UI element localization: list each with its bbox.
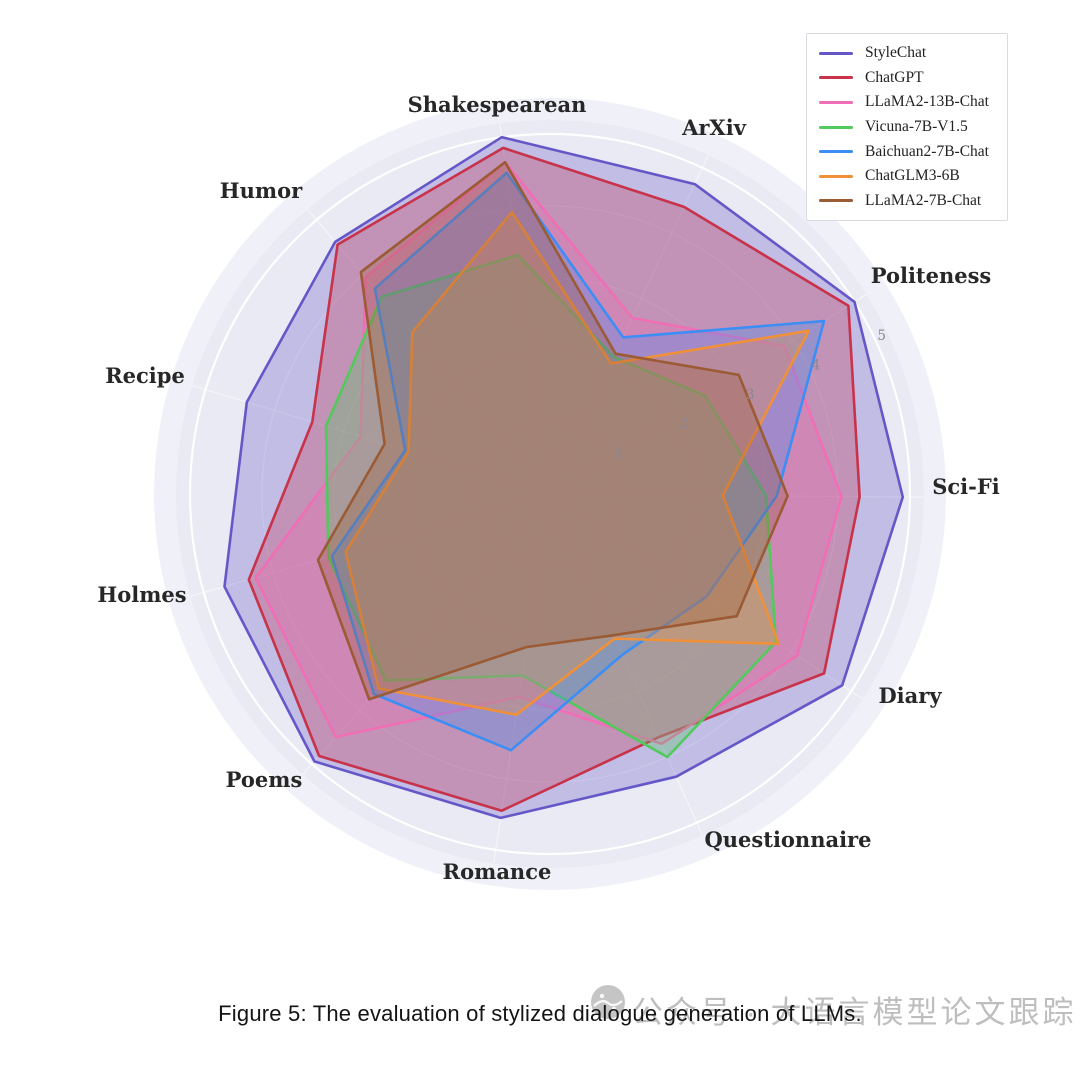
radar-series-LLaMA2-7B-Chat <box>316 160 789 701</box>
category-label-Questionnaire: Questionnaire <box>705 827 872 852</box>
legend-label: StyleChat <box>865 44 927 62</box>
legend-label: Baichuan2-7B-Chat <box>865 142 989 160</box>
legend-label: LLaMA2-7B-Chat <box>865 191 982 209</box>
legend-swatch <box>819 174 853 178</box>
radial-tick-label: 5 <box>877 328 886 344</box>
radar-series-ChatGPT <box>247 146 861 812</box>
legend-swatch <box>819 51 853 55</box>
radar-series-LLaMA2-13B-Chat <box>254 160 843 746</box>
category-label-Recipe: Recipe <box>105 363 185 388</box>
radial-tick-label: 4 <box>812 357 821 373</box>
legend-label: ChatGLM3-6B <box>865 167 960 185</box>
legend-swatch <box>819 150 853 154</box>
grid-spoke <box>549 294 867 495</box>
grid-spoke <box>499 123 551 495</box>
category-label-Diary: Diary <box>878 683 942 708</box>
category-label-Humor: Humor <box>220 178 303 203</box>
grid-circle-outer <box>188 132 912 856</box>
legend-swatch <box>819 125 853 129</box>
grid-spoke <box>549 493 924 498</box>
legend-label: Vicuna-7B-V1.5 <box>865 118 968 136</box>
legend-item-LLaMA2-13B-Chat: LLaMA2-13B-Chat <box>819 90 997 115</box>
legend-item-ChatGPT: ChatGPT <box>819 66 997 91</box>
grid-spoke <box>302 493 551 775</box>
legend-item-Vicuna-7B-V1.5: Vicuna-7B-V1.5 <box>819 115 997 140</box>
legend-swatch <box>819 100 853 104</box>
legend-item-Baichuan2-7B-Chat: Baichuan2-7B-Chat <box>819 139 997 164</box>
radial-tick-label: 2 <box>680 416 689 432</box>
grid-spoke <box>493 493 551 864</box>
grid-circle <box>405 349 695 639</box>
grid-circle <box>477 421 623 567</box>
grid-spoke <box>190 493 551 597</box>
legend-label: ChatGPT <box>865 68 924 86</box>
legend-item-LLaMA2-7B-Chat: LLaMA2-7B-Chat <box>819 189 997 214</box>
category-label-Holmes: Holmes <box>97 582 186 607</box>
grid-spoke <box>307 209 551 495</box>
radar-series-StyleChat <box>223 135 905 820</box>
category-label-Shakespearean: Shakespearean <box>408 92 587 117</box>
grid-circle <box>261 205 839 783</box>
category-label-ArXiv: ArXiv <box>681 115 747 140</box>
grid-spoke <box>549 155 709 495</box>
legend-swatch <box>819 76 853 80</box>
category-label-Sci-Fi: Sci-Fi <box>932 474 1000 499</box>
radar-series-Vicuna-7B-V1.5 <box>324 253 778 759</box>
radial-tick-label: 1 <box>614 446 623 462</box>
chart-legend: StyleChat ChatGPT LLaMA2-13B-Chat Vicuna-7B… <box>806 33 1008 222</box>
legend-item-ChatGLM3-6B: ChatGLM3-6B <box>819 164 997 189</box>
category-label-Romance: Romance <box>443 859 552 884</box>
category-label-Poems: Poems <box>226 767 303 792</box>
radar-series-ChatGLM3-6B <box>344 210 811 716</box>
legend-swatch <box>819 199 853 203</box>
wechat-logo-icon <box>591 985 625 1019</box>
grid-spoke <box>549 493 703 836</box>
category-label-Politeness: Politeness <box>871 263 992 288</box>
legend-item-StyleChat: StyleChat <box>819 41 997 66</box>
figure-caption: Figure 5: The evaluation of stylized dia… <box>218 1001 862 1026</box>
watermark-text: 公众号 · 大语言模型论文跟踪 <box>632 995 1077 1030</box>
radial-tick-label: 3 <box>746 387 755 403</box>
grid-spoke <box>192 385 551 495</box>
legend-label: LLaMA2-13B-Chat <box>865 93 989 111</box>
radar-series-Baichuan2-7B-Chat <box>330 171 826 752</box>
